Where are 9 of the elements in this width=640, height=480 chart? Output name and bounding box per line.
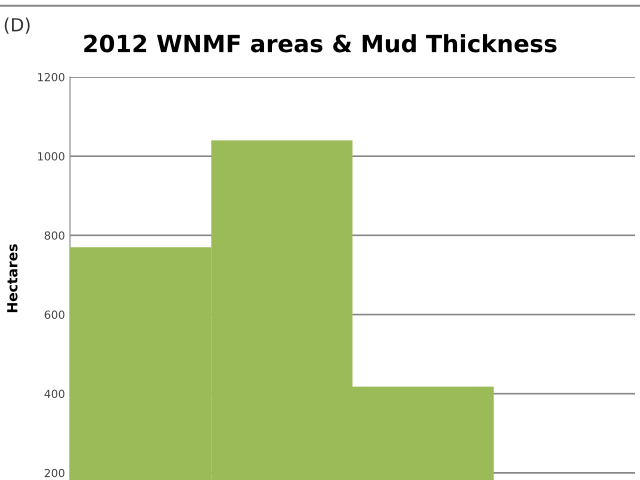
y-tick-label: 200 [44, 468, 64, 478]
y-axis-title: Hectares [7, 244, 18, 312]
text: (D) [4, 18, 30, 34]
y-tick-label: 1000 [38, 152, 64, 161]
y-tick-label: 1200 [38, 72, 64, 82]
chart-title: 2012 WNMF areas & Mud Thickness [84, 34, 557, 52]
y-tick-label: 800 [44, 231, 64, 240]
y-tick-label: 400 [44, 390, 64, 398]
y-tick-label: 600 [44, 310, 64, 319]
